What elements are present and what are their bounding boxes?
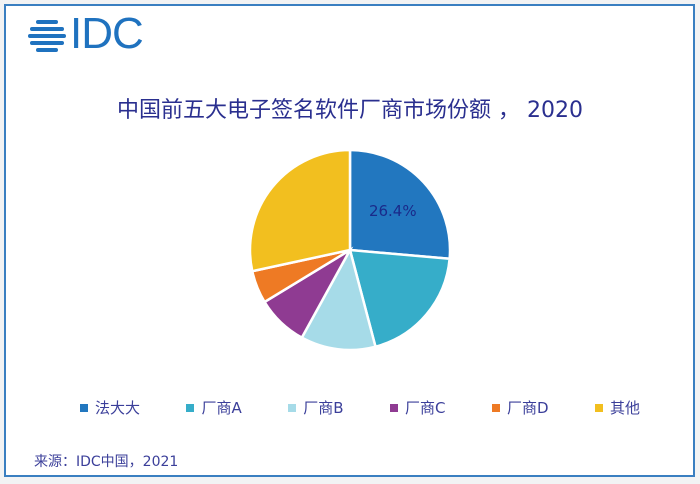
source-note: 来源：IDC中国，2021 bbox=[34, 454, 179, 470]
legend-item: 厂商B bbox=[288, 397, 344, 418]
idc-globe-icon bbox=[28, 17, 66, 52]
legend-swatch bbox=[491, 403, 500, 412]
logo-text: IDC bbox=[70, 9, 144, 58]
legend-label: 厂商D bbox=[506, 399, 549, 417]
legend-label: 厂商C bbox=[404, 399, 446, 417]
legend: 法大大 厂商A 厂商B 厂商C 厂商D 其他 bbox=[80, 397, 640, 418]
legend-swatch bbox=[80, 403, 88, 412]
legend-label: 厂商A bbox=[201, 399, 242, 417]
legend-label: 法大大 bbox=[95, 399, 141, 417]
pie-chart: 26.4% bbox=[248, 148, 452, 352]
legend-item: 厂商C bbox=[389, 397, 446, 418]
pie-slice-6 bbox=[248, 148, 352, 273]
legend-swatch bbox=[288, 403, 297, 412]
pie-slice-2 bbox=[348, 248, 451, 349]
data-label: 26.4% bbox=[369, 202, 417, 220]
legend-label: 厂商B bbox=[303, 399, 344, 417]
legend-swatch bbox=[389, 403, 398, 412]
pie-slice-1 bbox=[348, 148, 452, 261]
legend-swatch bbox=[594, 403, 603, 412]
legend-swatch bbox=[186, 403, 195, 412]
legend-item: 其他 bbox=[594, 397, 640, 418]
legend-item: 法大大 bbox=[80, 397, 140, 418]
legend-item: 厂商D bbox=[491, 397, 549, 418]
pie-slice-3 bbox=[300, 246, 378, 352]
idc-logo: IDC bbox=[28, 9, 144, 58]
chart-title: 中国前五大电子签名软件厂商市场份额 ， 2020 bbox=[117, 98, 583, 123]
legend-item: 厂商A bbox=[186, 397, 242, 418]
legend-label: 其他 bbox=[609, 399, 640, 417]
